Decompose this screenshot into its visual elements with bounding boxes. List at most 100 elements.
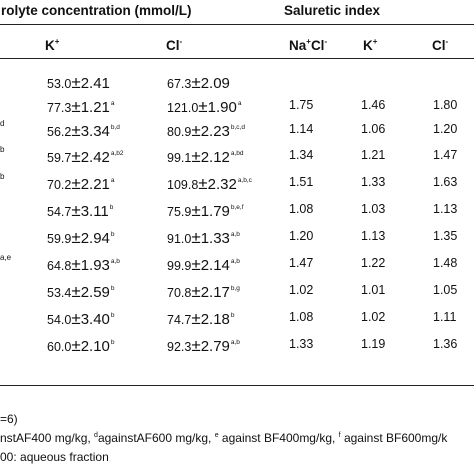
- k-mean: 70.2: [47, 178, 72, 192]
- cl-sd: 2.18: [200, 311, 230, 328]
- nacl-index: 1.08: [289, 310, 314, 324]
- k-index: 1.06: [361, 122, 386, 136]
- k-mean: 56.2: [47, 125, 72, 139]
- cl-mean: 121.0: [167, 101, 199, 115]
- k-significance: a,b2: [110, 150, 124, 157]
- k-value: 53.4±2.59b: [47, 282, 115, 300]
- plus-minus-sign: ±: [191, 282, 201, 301]
- k-significance: b,d: [110, 124, 120, 131]
- header-rule: [0, 24, 474, 25]
- nacl-index: 1.14: [289, 122, 314, 136]
- k-index: 1.21: [361, 148, 386, 162]
- nacl-index: 1.08: [289, 202, 314, 216]
- cl-value: 99.9±2.14a,b: [167, 255, 240, 273]
- plus-minus-sign: ±: [71, 174, 81, 193]
- k-sd: 2.94: [80, 230, 110, 247]
- cl-significance: b,e,f: [230, 204, 244, 211]
- subheader-k: K+: [45, 37, 60, 53]
- k-mean: 77.3: [47, 101, 72, 115]
- k-index: 1.01: [361, 283, 386, 297]
- cl-mean: 75.9: [167, 205, 192, 219]
- cl-significance: a,b: [230, 231, 240, 238]
- cl-index: 1.35: [433, 229, 458, 243]
- cl-index: 1.48: [433, 256, 458, 270]
- k-index: 1.19: [361, 337, 386, 351]
- k-mean: 53.4: [47, 286, 72, 300]
- nacl-index: 1.02: [289, 283, 314, 297]
- cl-mean: 109.8: [167, 178, 199, 192]
- cl-sd: 2.14: [200, 257, 230, 274]
- plus-minus-sign: ±: [191, 147, 201, 166]
- cl-sd: 2.12: [200, 149, 230, 166]
- plus-minus-sign: ±: [191, 255, 201, 274]
- k-sd: 3.40: [80, 311, 110, 328]
- k-significance: b: [110, 312, 115, 319]
- nacl-index: 1.51: [289, 175, 314, 189]
- cl-mean: 99.9: [167, 259, 192, 273]
- footer-line-1: =6): [0, 412, 18, 426]
- cl-significance: b: [230, 312, 235, 319]
- cl-value: 80.9±2.23b,c,d: [167, 121, 245, 139]
- plus-minus-sign: ±: [71, 309, 81, 328]
- plus-minus-sign: ±: [71, 73, 81, 92]
- k-sd: 1.93: [80, 257, 110, 274]
- k-value: 54.0±3.40b: [47, 309, 115, 327]
- cl-index: 1.20: [433, 122, 458, 136]
- cl-value: 75.9±1.79b,e,f: [167, 201, 244, 219]
- plus-minus-sign: ±: [191, 121, 201, 140]
- plus-minus-sign: ±: [191, 228, 201, 247]
- row-fragment-marker: d: [0, 119, 5, 128]
- k-value: 64.8±1.93a,b: [47, 255, 120, 273]
- k-index: 1.33: [361, 175, 386, 189]
- cl-mean: 99.1: [167, 151, 192, 165]
- k-sd: 2.42: [80, 149, 110, 166]
- plus-minus-sign: ±: [71, 336, 81, 355]
- k-sd: 3.11: [80, 203, 109, 220]
- subheader-k-index: K+: [363, 37, 378, 53]
- nacl-index: 1.47: [289, 256, 314, 270]
- plus-minus-sign: ±: [191, 73, 201, 92]
- plus-minus-sign: ±: [71, 121, 81, 140]
- k-value: 77.3±1.21a: [47, 97, 115, 115]
- cl-significance: a,b,c: [237, 177, 252, 184]
- cl-index: 1.47: [433, 148, 458, 162]
- row-fragment-marker: b: [0, 145, 5, 154]
- k-mean: 64.8: [47, 259, 72, 273]
- cl-sd: 2.23: [200, 123, 230, 140]
- plus-minus-sign: ±: [71, 282, 81, 301]
- k-significance: b: [110, 339, 115, 346]
- row-fragment-marker: b: [0, 172, 5, 181]
- cl-sd: 2.17: [200, 284, 230, 301]
- cl-value: 121.0±1.90a: [167, 97, 241, 115]
- k-significance: a,b: [110, 258, 120, 265]
- row-fragment-marker: a,e: [0, 253, 12, 262]
- k-index: 1.03: [361, 202, 386, 216]
- cl-significance: a,bd: [230, 150, 244, 157]
- plus-minus-sign: ±: [71, 255, 81, 274]
- k-value: 59.7±2.42a,b2: [47, 147, 124, 165]
- cl-index: 1.13: [433, 202, 458, 216]
- k-sd: 2.59: [80, 284, 110, 301]
- cl-index: 1.63: [433, 175, 458, 189]
- header-electrolyte: rolyte concentration (mmol/L): [1, 3, 192, 18]
- cl-value: 67.3±2.09: [167, 73, 231, 91]
- k-mean: 59.9: [47, 232, 72, 246]
- subheader-nacl: Na+Cl-: [289, 37, 328, 53]
- subheader-cl: Cl-: [166, 37, 183, 53]
- plus-minus-sign: ±: [191, 309, 201, 328]
- cl-index: 1.11: [433, 310, 457, 324]
- subheader-cl-index: Cl-: [432, 37, 449, 53]
- cl-index: 1.36: [433, 337, 458, 351]
- k-mean: 60.0: [47, 340, 72, 354]
- nacl-index: 1.33: [289, 337, 314, 351]
- plus-minus-sign: ±: [71, 201, 81, 220]
- k-value: 56.2±3.34b,d: [47, 121, 120, 139]
- k-value: 54.7±3.11b: [47, 201, 113, 219]
- plus-minus-sign: ±: [198, 174, 208, 193]
- cl-sd: 2.32: [207, 176, 237, 193]
- bottom-rule: [0, 385, 474, 386]
- nacl-index: 1.75: [289, 98, 314, 112]
- k-significance: b: [109, 204, 114, 211]
- cl-sd: 1.90: [207, 99, 237, 116]
- cl-value: 70.8±2.17b,g: [167, 282, 240, 300]
